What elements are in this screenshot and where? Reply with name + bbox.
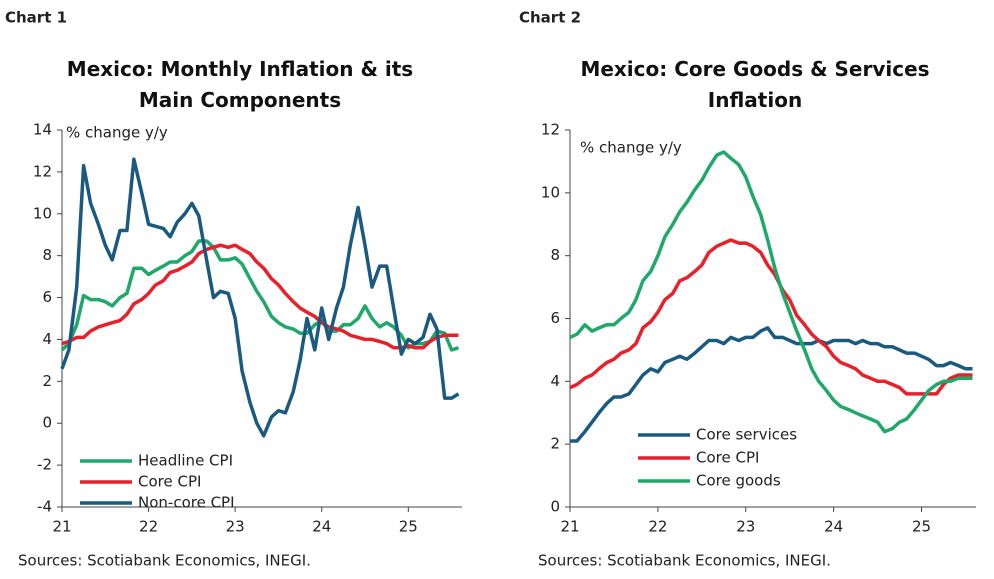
y-tick-label: 6 [550,309,560,327]
y-tick-label: 0 [42,414,52,432]
x-tick-label: 22 [648,518,667,536]
series-line [569,238,973,396]
series-line [60,239,460,352]
legend-label: Core services [696,426,797,444]
y-axis-label: % change y/y [580,139,682,157]
y-tick-label: 12 [33,162,52,180]
legend-label: Headline CPI [138,452,233,470]
y-tick-label: 12 [541,121,560,139]
y-tick-label: 8 [42,246,52,264]
legend-label: Non-core CPI [138,494,235,512]
y-tick-label: 10 [541,183,560,201]
y-tick-label: -4 [37,498,52,516]
legend-label: Core goods [696,472,781,490]
series-line [570,326,973,443]
y-tick-label: 14 [33,121,52,139]
y-tick-label: 0 [550,498,560,516]
y-axis-label: % change y/y [66,124,168,142]
x-tick-label: 24 [312,518,331,536]
x-tick-label: 23 [736,518,755,536]
chart-label: Chart 2 [519,9,581,27]
y-tick-label: 4 [42,330,52,348]
source: Sources: Scotiabank Economics, INEGI. [538,552,831,570]
y-tick-label: -2 [37,456,52,474]
chart-title: Mexico: Core Goods & Services Inflation [580,57,930,112]
series-line [569,150,973,434]
chart-label: Chart 1 [5,9,67,27]
y-tick-label: 6 [42,288,52,306]
x-tick-label: 24 [824,518,843,536]
y-tick-label: 10 [33,204,52,222]
chart-title: Mexico: Monthly Inflation & its Main Com… [66,57,414,112]
series-line [61,243,459,350]
legend-label: Core CPI [696,449,759,467]
y-tick-label: 4 [550,372,560,390]
x-tick-label: 23 [226,518,245,536]
y-tick-label: 8 [550,246,560,264]
x-tick-label: 22 [139,518,158,536]
legend-label: Core CPI [138,473,201,491]
x-tick-label: 21 [52,518,71,536]
y-tick-label: 2 [42,372,52,390]
series-line [60,157,460,438]
y-tick-label: 2 [550,435,560,453]
source: Sources: Scotiabank Economics, INEGI. [18,552,311,570]
x-tick-label: 25 [399,518,418,536]
x-tick-label: 25 [912,518,931,536]
x-tick-label: 21 [560,518,579,536]
